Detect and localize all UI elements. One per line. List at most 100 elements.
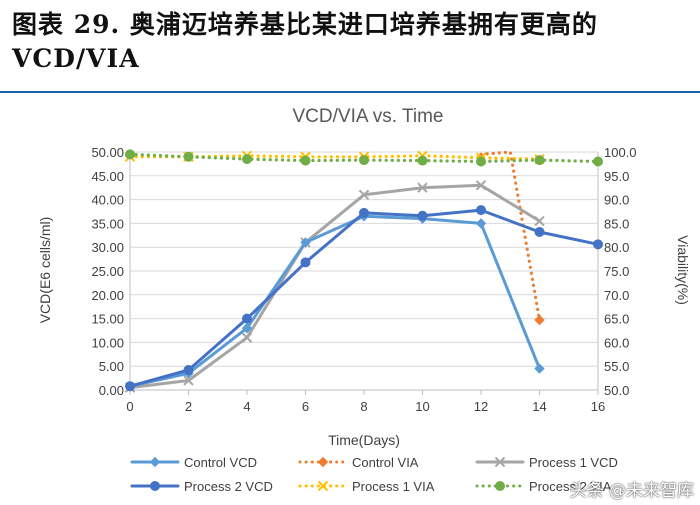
series-layer (124, 149, 603, 393)
data-point-process-1-vcd (534, 215, 545, 227)
data-point-process-1-vcd (241, 332, 253, 343)
y-tick-label: 40.00 (91, 193, 124, 208)
y-axis-label: VCD(E6 cells/ml) (37, 217, 53, 324)
legend-item-control-vcd: Control VCD (130, 455, 257, 470)
x-tick-label: 12 (474, 399, 488, 414)
x-tick-label: 10 (415, 399, 429, 414)
x-tick-label: 6 (302, 399, 309, 414)
legend-item-process-2-vcd: Process 2 VCD (130, 479, 273, 494)
data-point-process-2-vcd (242, 313, 252, 324)
x-tick-label: 14 (532, 399, 546, 414)
series-line-process-1-vcd (128, 183, 541, 390)
y2-tick-label: 65.0 (604, 312, 629, 327)
watermark: 头条 @未来智库 (569, 481, 694, 501)
legend-item-process-1-via: Process 1 VIA (298, 479, 435, 494)
series-process-2-vcd (125, 205, 603, 392)
data-point-process-2-via (417, 155, 428, 166)
legend-label: Process 2 VIA (529, 479, 612, 494)
data-point-control-vcd (300, 237, 311, 248)
data-point-control-via (534, 314, 545, 326)
y2-tick-label: 100.0 (604, 145, 637, 160)
x-axis-label: Time(Days) (328, 432, 400, 448)
data-point-process-2-vcd (417, 210, 428, 221)
data-point-process-1-vcd (358, 189, 370, 201)
legend-label: Control VCD (184, 455, 257, 470)
gridlines (130, 151, 598, 391)
legend-item-control-via: Control VIA (298, 455, 419, 470)
y-tick-label: 45.00 (91, 169, 124, 184)
y-tick-label: 50.00 (91, 145, 124, 160)
legend-label: Process 2 VCD (184, 479, 273, 494)
legend-swatch-marker (317, 480, 329, 492)
figure-title-block: 图表 29. 奥浦迈培养基比某进口培养基拥有更高的 VCD/VIA (12, 8, 692, 76)
x-tick-label: 4 (243, 399, 250, 414)
data-point-process-2-via (534, 155, 545, 166)
data-point-process-2-vcd (183, 365, 194, 376)
x-tick-label: 8 (360, 399, 367, 414)
y-tick-label: 5.00 (99, 359, 124, 374)
data-point-process-1-vcd (183, 375, 194, 386)
chart-title: VCD/VIA vs. Time (293, 106, 444, 127)
legend-label: Process 1 VCD (529, 455, 618, 470)
data-point-process-2-via (476, 156, 486, 167)
y-tick-label: 25.00 (91, 264, 124, 279)
y2-axis-label: Viability(%) (675, 235, 691, 305)
data-point-process-2-via (125, 149, 135, 160)
series-control-via (479, 150, 545, 326)
data-point-process-2-via (593, 156, 603, 167)
y2-tick-label: 95.0 (604, 169, 629, 184)
y-tick-label: 35.00 (91, 216, 124, 231)
legend: Control VCD Control VIA Process 1 VCD Proce… (130, 455, 618, 494)
y2-tick-label: 50.0 (604, 383, 629, 398)
y-tick-label: 30.00 (91, 240, 124, 255)
data-point-process-2-via (359, 155, 369, 166)
data-point-process-2-via (183, 151, 194, 162)
legend-swatch-marker (150, 481, 160, 491)
legend-swatch-marker (149, 456, 161, 468)
x-tick-label: 0 (126, 399, 133, 414)
y2-tick-label: 70.0 (604, 288, 629, 303)
tick-labels: 0.005.0010.0015.0020.0025.0030.0035.0040… (91, 145, 636, 414)
data-point-process-2-vcd (593, 239, 603, 250)
y2-tick-label: 60.0 (604, 335, 629, 350)
data-point-process-2-vcd (125, 381, 135, 392)
data-point-process-2-vcd (476, 205, 486, 216)
legend-label: Process 1 VIA (352, 479, 435, 494)
data-point-control-vcd (534, 363, 545, 374)
data-point-process-2-via (300, 155, 311, 166)
data-point-process-1-vcd (417, 182, 428, 193)
y2-tick-label: 55.0 (604, 359, 629, 374)
series-line-process-2-vcd (128, 208, 600, 388)
legend-item-process-2-via: Process 2 VIA (475, 479, 612, 494)
series-line-control-via (479, 150, 542, 322)
x-tick-label: 2 (185, 399, 192, 414)
figure-title-line-1: 图表 29. 奥浦迈培养基比某进口培养基拥有更高的 (12, 10, 598, 39)
axes (129, 152, 599, 395)
x-tick-label: 16 (591, 399, 605, 414)
data-point-process-2-vcd (359, 207, 369, 218)
y-tick-label: 20.00 (91, 288, 124, 303)
legend-swatch-marker (495, 481, 505, 491)
legend-item-process-1-vcd: Process 1 VCD (475, 455, 618, 470)
legend-swatch-marker (317, 456, 329, 468)
y2-tick-label: 75.0 (604, 264, 629, 279)
data-point-control-vcd (475, 218, 487, 229)
y-tick-label: 15.00 (91, 312, 124, 327)
data-point-process-2-vcd (534, 226, 545, 237)
figure-title-line-2: VCD/VIA (12, 44, 140, 73)
data-point-control-vcd (241, 322, 253, 334)
series-line-control-vcd (128, 214, 541, 388)
data-point-process-2-via (242, 154, 252, 165)
series-line-process-2-via (128, 152, 600, 164)
y2-tick-label: 85.0 (604, 216, 629, 231)
title-divider (0, 91, 700, 93)
legend-swatch-marker (494, 456, 506, 468)
y2-tick-label: 80.0 (604, 240, 629, 255)
y-tick-label: 0.00 (99, 383, 124, 398)
y2-tick-label: 90.0 (604, 193, 629, 208)
series-process-2-via (125, 149, 603, 167)
data-point-process-1-vcd (475, 180, 487, 191)
y-tick-label: 10.00 (91, 335, 124, 350)
data-point-process-2-vcd (300, 257, 311, 268)
